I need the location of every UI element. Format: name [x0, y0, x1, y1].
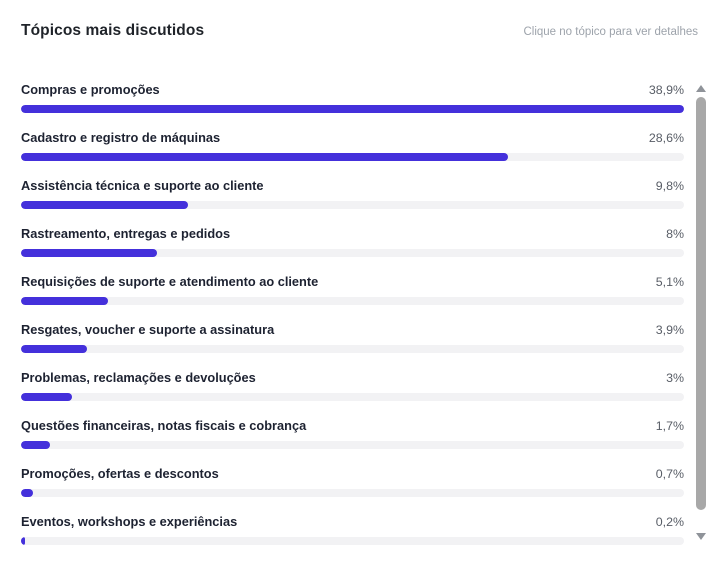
topic-row-head: Resgates, voucher e suporte a assinatura… [21, 320, 684, 340]
topic-label[interactable]: Promoções, ofertas e descontos [21, 466, 219, 481]
bar-track [21, 249, 684, 257]
bar-track [21, 489, 684, 497]
bar-fill[interactable] [21, 489, 33, 497]
topic-row[interactable]: Promoções, ofertas e descontos 0,7% [21, 459, 684, 507]
topic-percent: 28,6% [648, 131, 684, 145]
bar-track [21, 441, 684, 449]
bar-track [21, 105, 684, 113]
topic-row[interactable]: Cadastro e registro de máquinas 28,6% [21, 123, 684, 171]
topic-label[interactable]: Eventos, workshops e experiências [21, 514, 238, 529]
topic-row[interactable]: Resgates, voucher e suporte a assinatura… [21, 315, 684, 363]
topic-label[interactable]: Compras e promoções [21, 82, 160, 97]
topic-percent: 1,7% [655, 419, 684, 433]
scroll-up-icon[interactable] [696, 85, 706, 92]
topic-row[interactable]: Rastreamento, entregas e pedidos 8% [21, 219, 684, 267]
topic-percent: 9,8% [655, 179, 684, 193]
scroll-down-icon[interactable] [696, 533, 706, 540]
bar-track [21, 393, 684, 401]
bar-fill[interactable] [21, 537, 25, 545]
topic-percent: 5,1% [655, 275, 684, 289]
bar-track [21, 153, 684, 161]
topic-label[interactable]: Questões financeiras, notas fiscais e co… [21, 418, 307, 433]
topic-row[interactable]: Eventos, workshops e experiências 0,2% [21, 507, 684, 555]
topic-row[interactable]: Problemas, reclamações e devoluções 3% [21, 363, 684, 411]
topic-row[interactable]: Questões financeiras, notas fiscais e co… [21, 411, 684, 459]
topic-label[interactable]: Rastreamento, entregas e pedidos [21, 226, 231, 241]
topic-row-head: Cadastro e registro de máquinas 28,6% [21, 128, 684, 148]
topic-percent: 3,9% [655, 323, 684, 337]
topic-percent: 3% [666, 371, 684, 385]
bar-track [21, 537, 684, 545]
topic-percent: 8% [666, 227, 684, 241]
topic-row-head: Promoções, ofertas e descontos 0,7% [21, 464, 684, 484]
topic-row[interactable]: Assistência técnica e suporte ao cliente… [21, 171, 684, 219]
topics-list: Compras e promoções 38,9% Cadastro e regis… [21, 75, 684, 555]
topic-percent: 0,7% [655, 467, 684, 481]
bar-fill[interactable] [21, 105, 684, 113]
scrollbar[interactable] [695, 0, 707, 568]
scrollbar-thumb[interactable] [696, 97, 706, 510]
bar-fill[interactable] [21, 249, 158, 257]
bar-track [21, 201, 684, 209]
topic-label[interactable]: Cadastro e registro de máquinas [21, 130, 221, 145]
topic-row-head: Problemas, reclamações e devoluções 3% [21, 368, 684, 388]
header-hint: Clique no tópico para ver detalhes [523, 26, 698, 38]
topic-row-head: Questões financeiras, notas fiscais e co… [21, 416, 684, 436]
topic-row-head: Requisições de suporte e atendimento ao … [21, 272, 684, 292]
topic-label[interactable]: Resgates, voucher e suporte a assinatura [21, 322, 275, 337]
topic-row-head: Assistência técnica e suporte ao cliente… [21, 176, 684, 196]
topic-row[interactable]: Requisições de suporte e atendimento ao … [21, 267, 684, 315]
topic-row-head: Compras e promoções 38,9% [21, 80, 684, 100]
bar-fill[interactable] [21, 393, 73, 401]
bar-fill[interactable] [21, 345, 88, 353]
topic-row-head: Eventos, workshops e experiências 0,2% [21, 512, 684, 532]
bar-fill[interactable] [21, 201, 188, 209]
topic-row-head: Rastreamento, entregas e pedidos 8% [21, 224, 684, 244]
panel-header: Tópicos mais discutidos Clique no tópico… [21, 22, 698, 40]
bar-track [21, 345, 684, 353]
topic-label[interactable]: Requisições de suporte e atendimento ao … [21, 274, 319, 289]
topic-label[interactable]: Assistência técnica e suporte ao cliente [21, 178, 264, 193]
topic-percent: 0,2% [655, 515, 684, 529]
bar-fill[interactable] [21, 297, 108, 305]
topic-row[interactable]: Compras e promoções 38,9% [21, 75, 684, 123]
bar-fill[interactable] [21, 153, 509, 161]
bar-track [21, 297, 684, 305]
page-title: Tópicos mais discutidos [21, 22, 205, 39]
topic-percent: 38,9% [648, 83, 684, 97]
bar-fill[interactable] [21, 441, 50, 449]
topic-label[interactable]: Problemas, reclamações e devoluções [21, 370, 256, 385]
